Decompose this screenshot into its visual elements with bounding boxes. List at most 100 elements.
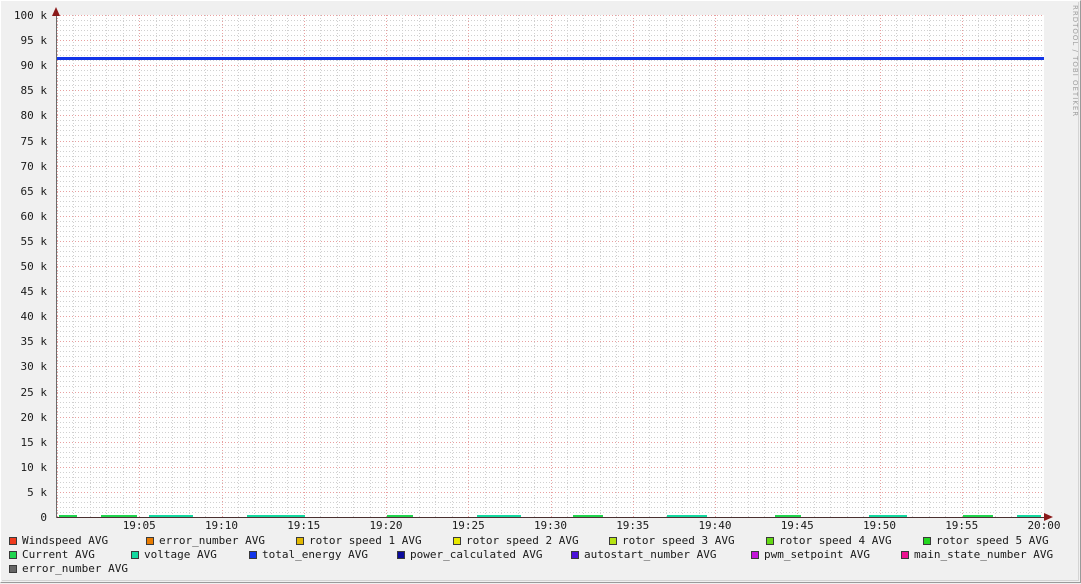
legend-item[interactable]: total_energy AVG <box>249 548 368 562</box>
gridline-minor-horizontal <box>57 487 1044 488</box>
legend-item-label: Current AVG <box>22 548 95 561</box>
legend-color-swatch-icon <box>146 537 154 545</box>
gridline-major-horizontal <box>57 291 1044 292</box>
legend-color-swatch-icon <box>453 537 461 545</box>
y-axis-tick-label: 70 k <box>20 159 48 173</box>
legend-item[interactable]: Current AVG <box>9 548 95 562</box>
gridline-minor-vertical <box>402 15 403 517</box>
series-baseline-segment <box>59 515 77 517</box>
gridline-minor-vertical <box>518 15 519 517</box>
gridline-minor-horizontal <box>57 55 1044 56</box>
legend-item[interactable]: rotor speed 5 AVG <box>923 534 1049 548</box>
gridline-minor-horizontal <box>57 381 1044 382</box>
gridline-major-horizontal <box>57 492 1044 493</box>
gridline-minor-horizontal <box>57 35 1044 36</box>
legend-color-swatch-icon <box>751 551 759 559</box>
gridline-minor-vertical <box>666 15 667 517</box>
gridline-minor-horizontal <box>57 161 1044 162</box>
legend-item[interactable]: rotor speed 1 AVG <box>296 534 422 548</box>
gridline-minor-vertical <box>452 15 453 517</box>
gridline-minor-vertical <box>748 15 749 517</box>
legend-item-label: rotor speed 1 AVG <box>309 534 422 547</box>
gridline-minor-horizontal <box>57 221 1044 222</box>
legend-item[interactable]: rotor speed 4 AVG <box>766 534 892 548</box>
y-axis-tick-label: 5 k <box>27 485 47 499</box>
legend-item[interactable]: main_state_number AVG <box>901 548 1053 562</box>
series-baseline-segment <box>667 515 707 517</box>
x-axis-tick-label: 20:00 <box>1027 519 1061 532</box>
gridline-major-horizontal <box>57 341 1044 342</box>
gridline-minor-horizontal <box>57 422 1044 423</box>
gridline-major-horizontal <box>57 442 1044 443</box>
gridline-minor-horizontal <box>57 125 1044 126</box>
gridline-major-horizontal <box>57 40 1044 41</box>
legend: Windspeed AVG error_number AVG rotor speed… <box>1 534 1081 576</box>
gridline-minor-horizontal <box>57 346 1044 347</box>
rrdtool-watermark: RRDTOOL / TOBI OETIKER <box>1071 5 1079 118</box>
legend-item[interactable]: autostart_number AVG <box>571 548 716 562</box>
gridline-minor-vertical <box>978 15 979 517</box>
gridline-minor-vertical <box>123 15 124 517</box>
legend-color-swatch-icon <box>9 537 17 545</box>
gridline-minor-horizontal <box>57 120 1044 121</box>
gridline-minor-horizontal <box>57 130 1044 131</box>
gridline-minor-horizontal <box>57 151 1044 152</box>
legend-item[interactable]: rotor speed 3 AVG <box>609 534 735 548</box>
plot-area <box>57 15 1044 517</box>
gridline-minor-vertical <box>699 15 700 517</box>
gridline-minor-horizontal <box>57 286 1044 287</box>
gridline-minor-vertical <box>370 15 371 517</box>
legend-item-label: rotor speed 3 AVG <box>622 534 735 547</box>
legend-color-swatch-icon <box>766 537 774 545</box>
gridline-minor-horizontal <box>57 437 1044 438</box>
x-axis-tick-label: 19:20 <box>369 519 403 532</box>
gridline-minor-horizontal <box>57 412 1044 413</box>
legend-item[interactable]: power_calculated AVG <box>397 548 542 562</box>
gridline-minor-horizontal <box>57 296 1044 297</box>
gridline-minor-vertical <box>353 15 354 517</box>
gridline-minor-horizontal <box>57 356 1044 357</box>
gridline-minor-horizontal <box>57 181 1044 182</box>
legend-color-swatch-icon <box>249 551 257 559</box>
legend-item[interactable]: error_number AVG <box>9 562 128 576</box>
gridline-major-vertical <box>57 15 58 517</box>
gridline-minor-horizontal <box>57 457 1044 458</box>
gridline-minor-vertical <box>205 15 206 517</box>
gridline-minor-vertical <box>1011 15 1012 517</box>
gridline-minor-vertical <box>73 15 74 517</box>
gridline-minor-vertical <box>485 15 486 517</box>
legend-row: error_number AVG <box>1 562 1081 576</box>
gridline-minor-vertical <box>995 15 996 517</box>
gridline-minor-horizontal <box>57 211 1044 212</box>
legend-item[interactable]: voltage AVG <box>131 548 217 562</box>
x-axis-tick-label: 19:45 <box>780 519 814 532</box>
gridline-minor-horizontal <box>57 105 1044 106</box>
gridline-minor-horizontal <box>57 452 1044 453</box>
gridline-minor-horizontal <box>57 246 1044 247</box>
gridline-major-horizontal <box>57 65 1044 66</box>
gridline-minor-horizontal <box>57 75 1044 76</box>
legend-item[interactable]: rotor speed 2 AVG <box>453 534 579 548</box>
gridline-minor-vertical <box>682 15 683 517</box>
gridline-major-vertical <box>304 15 305 517</box>
gridline-minor-vertical <box>287 15 288 517</box>
gridline-major-horizontal <box>57 115 1044 116</box>
x-axis-tick-label: 19:05 <box>122 519 156 532</box>
y-axis-tick-label: 55 k <box>20 234 48 248</box>
gridline-minor-horizontal <box>57 336 1044 337</box>
legend-color-swatch-icon <box>571 551 579 559</box>
legend-item[interactable]: error_number AVG <box>146 534 265 548</box>
gridline-major-horizontal <box>57 141 1044 142</box>
gridline-minor-horizontal <box>57 110 1044 111</box>
series-baseline-segment <box>247 515 305 517</box>
series-baseline-segment <box>477 515 521 517</box>
gridline-minor-horizontal <box>57 156 1044 157</box>
gridline-minor-horizontal <box>57 306 1044 307</box>
legend-item[interactable]: pwm_setpoint AVG <box>751 548 870 562</box>
x-axis-tick-label: 19:40 <box>698 519 732 532</box>
series-baseline-segment <box>573 515 603 517</box>
y-axis-tick-label: 0 <box>40 511 47 524</box>
legend-row: Windspeed AVG error_number AVG rotor speed… <box>1 534 1081 548</box>
gridline-minor-horizontal <box>57 50 1044 51</box>
legend-item[interactable]: Windspeed AVG <box>9 534 108 548</box>
